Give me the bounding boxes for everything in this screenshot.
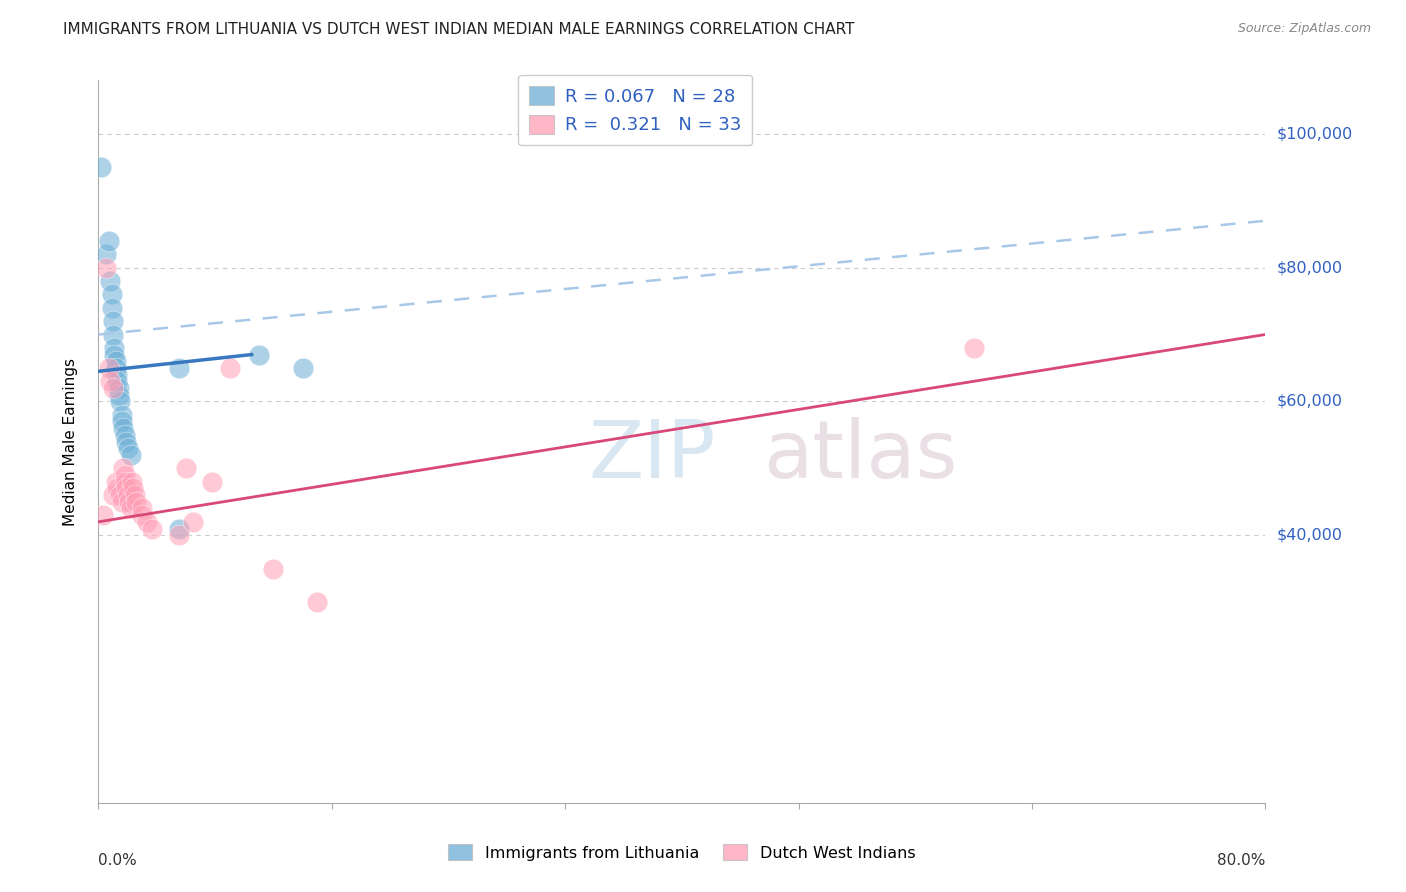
- Point: [201, 475, 224, 489]
- Text: 80.0%: 80.0%: [1218, 854, 1265, 869]
- Point: [101, 314, 124, 328]
- Point: [105, 368, 128, 382]
- Point: [103, 348, 125, 362]
- Point: [100, 301, 122, 315]
- Point: [307, 595, 329, 609]
- Point: [105, 482, 128, 496]
- Text: $100,000: $100,000: [1277, 127, 1353, 141]
- Point: [115, 482, 138, 496]
- Text: Source: ZipAtlas.com: Source: ZipAtlas.com: [1237, 22, 1371, 36]
- Point: [962, 341, 984, 355]
- Point: [181, 515, 204, 529]
- Point: [117, 488, 139, 502]
- Point: [108, 387, 131, 401]
- Point: [120, 448, 142, 462]
- Point: [135, 515, 157, 529]
- Text: $40,000: $40,000: [1277, 528, 1343, 542]
- Point: [131, 501, 153, 516]
- Point: [104, 361, 127, 376]
- Point: [131, 508, 153, 523]
- Point: [100, 287, 122, 301]
- Point: [167, 361, 190, 376]
- Point: [90, 161, 112, 175]
- Point: [101, 488, 124, 502]
- Point: [141, 521, 163, 535]
- Point: [105, 375, 128, 389]
- Point: [114, 427, 136, 442]
- Point: [218, 361, 240, 376]
- Point: [174, 461, 197, 475]
- Point: [104, 475, 127, 489]
- Text: $80,000: $80,000: [1277, 260, 1343, 275]
- Point: [98, 274, 121, 288]
- Legend: Immigrants from Lithuania, Dutch West Indians: Immigrants from Lithuania, Dutch West In…: [441, 838, 922, 867]
- Point: [104, 354, 127, 368]
- Point: [112, 421, 135, 435]
- Text: $60,000: $60,000: [1277, 394, 1343, 409]
- Text: 0.0%: 0.0%: [98, 854, 138, 869]
- Text: atlas: atlas: [763, 417, 957, 495]
- Y-axis label: Median Male Earnings: Median Male Earnings: [63, 358, 77, 525]
- Text: ZIP: ZIP: [589, 417, 716, 495]
- Point: [112, 461, 135, 475]
- Point: [167, 528, 190, 542]
- Point: [247, 348, 270, 362]
- Point: [120, 501, 142, 516]
- Point: [97, 234, 120, 248]
- Point: [121, 475, 143, 489]
- Point: [91, 508, 114, 523]
- Point: [103, 341, 125, 355]
- Text: IMMIGRANTS FROM LITHUANIA VS DUTCH WEST INDIAN MEDIAN MALE EARNINGS CORRELATION : IMMIGRANTS FROM LITHUANIA VS DUTCH WEST …: [63, 22, 855, 37]
- Point: [111, 414, 134, 428]
- Point: [94, 247, 117, 261]
- Point: [114, 475, 136, 489]
- Point: [108, 381, 131, 395]
- Point: [114, 467, 136, 482]
- Point: [110, 488, 132, 502]
- Point: [101, 327, 124, 342]
- Point: [167, 521, 190, 535]
- Point: [97, 361, 120, 376]
- Point: [291, 361, 314, 376]
- Point: [118, 494, 141, 508]
- Point: [115, 434, 138, 449]
- Point: [125, 494, 148, 508]
- Point: [124, 488, 146, 502]
- Point: [110, 394, 132, 409]
- Point: [98, 375, 121, 389]
- Point: [111, 408, 134, 422]
- Point: [94, 260, 117, 275]
- Point: [122, 482, 145, 496]
- Point: [101, 381, 124, 395]
- Point: [117, 441, 139, 455]
- Point: [111, 494, 134, 508]
- Point: [262, 562, 284, 576]
